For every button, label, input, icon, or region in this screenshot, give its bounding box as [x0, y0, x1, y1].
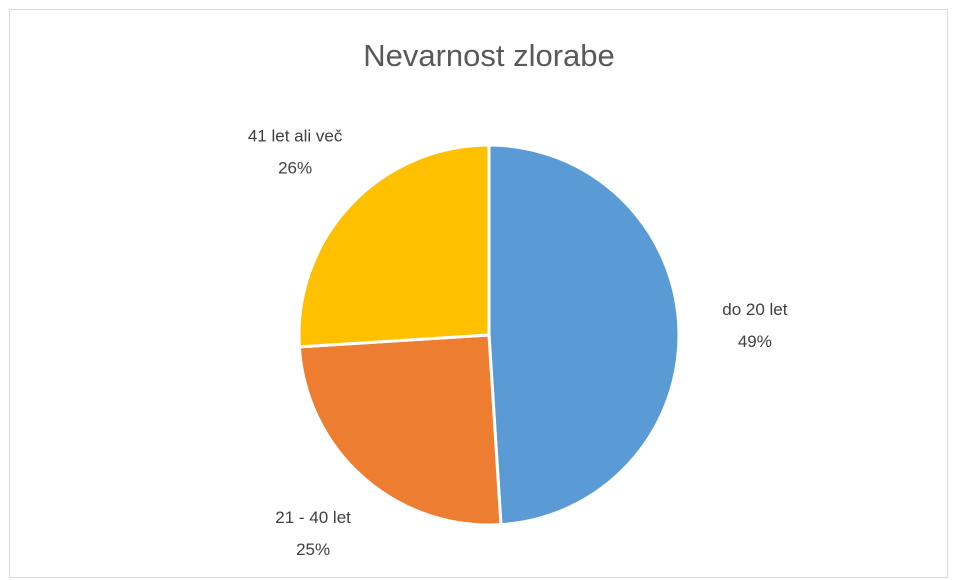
- pie-slice: [487, 143, 681, 527]
- pie-slice: [297, 333, 503, 527]
- chart-title: Nevarnost zlorabe: [363, 38, 615, 73]
- pie-slice: [297, 143, 491, 349]
- slice-label: 41 let ali več: [248, 126, 343, 145]
- value-label: 49%: [738, 332, 772, 351]
- value-label: 25%: [296, 540, 330, 559]
- slice-label: 21 - 40 let: [275, 508, 351, 527]
- slice-label: do 20 let: [722, 300, 787, 319]
- value-label: 26%: [278, 158, 312, 177]
